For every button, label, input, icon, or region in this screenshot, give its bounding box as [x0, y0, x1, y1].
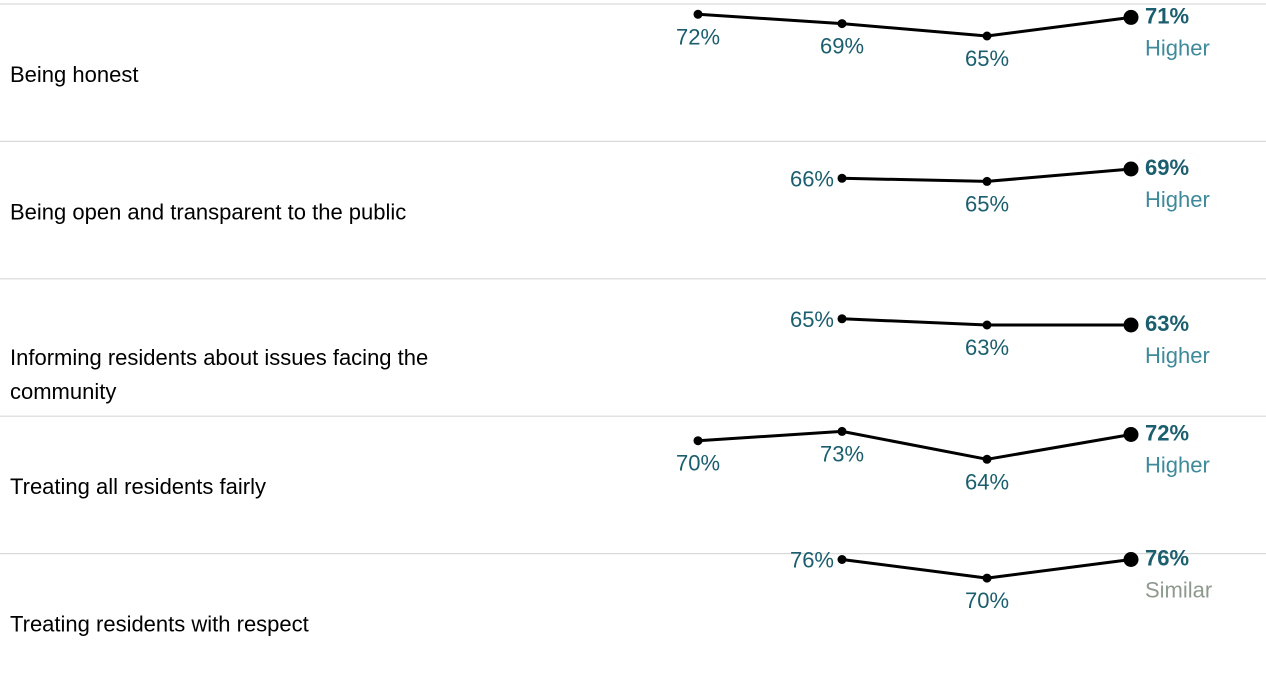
comparison-label: Higher	[1145, 453, 1210, 478]
latest-value-label: 63%	[1145, 311, 1189, 336]
value-label: 65%	[965, 46, 1009, 71]
chart-row: Being open and transparent to the public…	[0, 140, 1266, 224]
data-point	[982, 176, 992, 186]
data-point	[982, 454, 992, 464]
data-point	[837, 555, 847, 564]
value-label: 66%	[790, 166, 834, 191]
value-label: 63%	[965, 335, 1009, 360]
series-line	[697, 429, 1132, 461]
latest-point	[1123, 552, 1139, 567]
data-point	[693, 436, 703, 446]
latest-value-label: 69%	[1145, 155, 1189, 180]
latest-point	[1123, 9, 1139, 25]
value-label: 65%	[790, 307, 834, 332]
comparison-label: Higher	[1145, 35, 1210, 60]
data-point	[982, 31, 992, 41]
value-label: 76%	[790, 548, 834, 573]
data-point	[693, 9, 703, 19]
latest-point	[1123, 427, 1139, 442]
value-label: 69%	[820, 34, 864, 59]
comparison-label: Similar	[1145, 578, 1212, 603]
chart-row: Informing residents about issues facing …	[0, 278, 1266, 404]
data-point	[982, 320, 992, 330]
data-point	[837, 426, 847, 436]
latest-value-label: 72%	[1145, 421, 1189, 446]
row-label: Informing residents about issues facing …	[10, 345, 428, 370]
value-label: 72%	[676, 24, 720, 49]
data-point	[837, 173, 847, 183]
row-label: Being honest	[10, 62, 138, 87]
value-label: 64%	[965, 469, 1009, 494]
row-label: Treating residents with respect	[10, 612, 309, 637]
chart-row: Treating residents with respect 76% 70% 76%…	[0, 546, 1266, 637]
value-label: 70%	[676, 451, 720, 476]
comparison-label: Higher	[1145, 187, 1210, 212]
latest-point	[1123, 161, 1139, 177]
data-point	[982, 573, 992, 583]
data-point	[837, 314, 847, 324]
latest-point	[1123, 317, 1139, 333]
row-label: Treating all residents fairly	[10, 474, 266, 499]
latest-value-label: 76%	[1145, 546, 1189, 571]
data-point	[837, 19, 847, 29]
row-label: Being open and transparent to the public	[10, 199, 406, 224]
comparison-label: Higher	[1145, 343, 1210, 368]
latest-value-label: 71%	[1145, 3, 1189, 28]
series-line	[697, 12, 1132, 38]
chart-row: Being honest 72% 69% 65% 71% Higher	[0, 3, 1266, 87]
value-label: 65%	[965, 191, 1009, 216]
row-label: community	[10, 379, 116, 404]
value-label: 73%	[820, 441, 864, 466]
chart-row: Treating all residents fairly 70% 73% 64% 72…	[0, 415, 1266, 499]
value-label: 70%	[965, 588, 1009, 613]
